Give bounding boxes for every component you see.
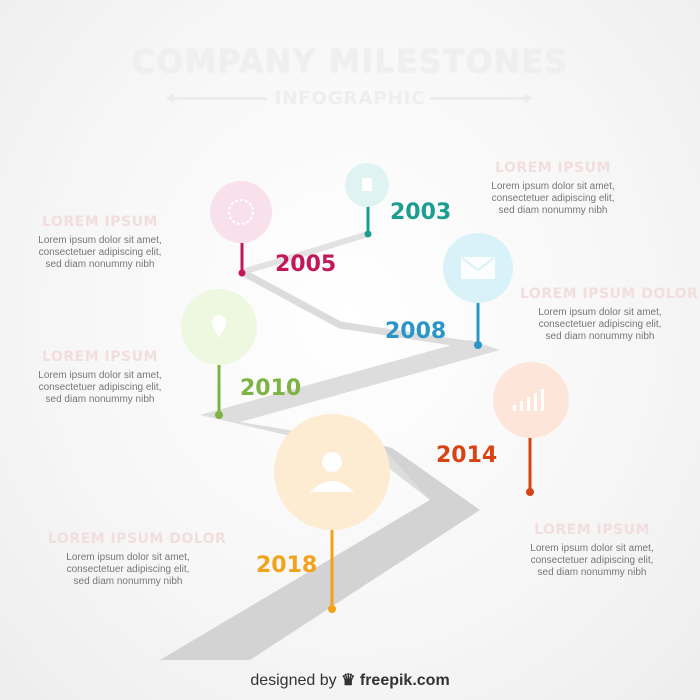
text-block-line: sed diam nonummy nibh	[498, 205, 608, 216]
text-block-middle-left: LOREM IPSUM Lorem ipsum dolor sit amet, …	[20, 349, 180, 406]
year-2008: 2008	[385, 319, 447, 344]
envelope-icon	[461, 257, 495, 279]
text-block-line: sed diam nonummy nibh	[537, 567, 647, 578]
year-2010: 2010	[240, 376, 302, 401]
text-block-line: Lorem ipsum dolor sit amet,	[530, 543, 654, 554]
milestone-2008	[443, 233, 513, 349]
year-2003: 2003	[390, 200, 452, 225]
subtitle-arrow-right	[525, 93, 533, 103]
text-block-heading: LOREM IPSUM	[42, 349, 158, 365]
text-block-top-right: LOREM IPSUM Lorem ipsum dolor sit amet, …	[473, 160, 633, 217]
text-block-upper-left: LOREM IPSUM Lorem ipsum dolor sit amet, …	[20, 214, 180, 271]
freepik-logo-icon: ♛	[341, 672, 356, 689]
subtitle-rule-right	[430, 97, 525, 100]
subtitle-rule-left	[172, 97, 267, 100]
text-block-line: consectetuer adipiscing elit,	[38, 247, 162, 258]
location-pin-icon	[212, 315, 226, 338]
globe-icon	[228, 199, 254, 225]
road-upper	[240, 268, 473, 349]
year-2005: 2005	[275, 252, 337, 277]
text-block-middle-right: LOREM IPSUM DOLOR Lorem ipsum dolor sit …	[520, 286, 699, 343]
attribution-brand: freepik.com	[359, 672, 450, 689]
milestone-2018	[274, 414, 390, 613]
text-block-line: consectetuer adipiscing elit,	[66, 564, 190, 575]
milestone-2014	[493, 362, 569, 496]
text-block-line: Lorem ipsum dolor sit amet,	[491, 181, 615, 192]
text-block-line: Lorem ipsum dolor sit amet,	[66, 552, 190, 563]
attribution-footer: designed by ♛ freepik.com	[0, 670, 700, 690]
page-title: COMPANY MILESTONES	[131, 42, 569, 80]
text-block-heading: LOREM IPSUM	[495, 160, 611, 176]
text-block-line: consectetuer adipiscing elit,	[538, 319, 662, 330]
person-icon	[310, 452, 354, 492]
milestone-2010	[181, 289, 257, 419]
text-block-line: sed diam nonummy nibh	[45, 259, 155, 270]
text-block-heading: LOREM IPSUM DOLOR	[520, 286, 699, 302]
year-2014: 2014	[436, 443, 498, 468]
text-block-line: Lorem ipsum dolor sit amet,	[538, 307, 662, 318]
text-block-line: consectetuer adipiscing elit,	[491, 193, 615, 204]
text-block-line: Lorem ipsum dolor sit amet,	[38, 370, 162, 381]
text-block-line: Lorem ipsum dolor sit amet,	[38, 235, 162, 246]
subtitle-arrow-left	[166, 93, 174, 103]
road-surface	[160, 340, 500, 660]
text-block-lower-right: LOREM IPSUM Lorem ipsum dolor sit amet, …	[512, 522, 672, 579]
text-block-heading: LOREM IPSUM	[42, 214, 158, 230]
milestone-2005	[210, 181, 272, 277]
document-icon	[362, 178, 372, 191]
text-block-lower-left: LOREM IPSUM DOLOR Lorem ipsum dolor sit …	[48, 531, 227, 588]
year-2018: 2018	[256, 553, 318, 578]
text-block-heading: LOREM IPSUM DOLOR	[48, 531, 227, 547]
text-block-line: sed diam nonummy nibh	[545, 331, 655, 342]
text-block-line: sed diam nonummy nibh	[73, 576, 183, 587]
page-subtitle: INFOGRAPHIC	[274, 88, 426, 109]
bar-chart-icon	[513, 389, 544, 411]
text-block-line: sed diam nonummy nibh	[45, 394, 155, 405]
text-block-line: consectetuer adipiscing elit,	[530, 555, 654, 566]
text-block-line: consectetuer adipiscing elit,	[38, 382, 162, 393]
milestone-2003	[345, 163, 389, 238]
attribution-prefix: designed by	[250, 672, 337, 689]
text-block-heading: LOREM IPSUM	[534, 522, 650, 538]
road-top	[241, 231, 369, 275]
